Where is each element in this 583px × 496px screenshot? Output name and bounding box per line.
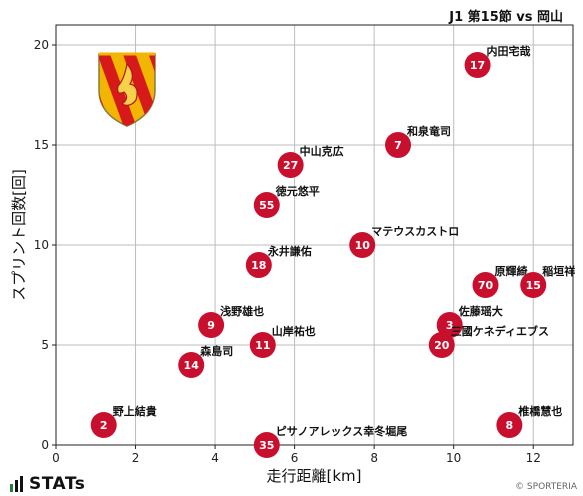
player-number-label: 55 xyxy=(259,199,274,212)
player-marker[interactable] xyxy=(436,312,463,338)
y-tick-label: 0 xyxy=(41,438,49,452)
y-tick-label: 15 xyxy=(34,138,49,152)
x-axis-label: 走行距離[km] xyxy=(266,467,361,485)
player-marker[interactable] xyxy=(428,332,455,358)
player-marker[interactable] xyxy=(178,352,205,378)
player-name-label: 森島司 xyxy=(200,344,233,358)
player-number-label: 20 xyxy=(434,339,450,352)
grid-lines xyxy=(55,25,573,446)
x-tick-label: 10 xyxy=(446,451,461,465)
player-marker[interactable] xyxy=(253,432,280,458)
player-marker[interactable] xyxy=(245,252,272,278)
player-number-label: 17 xyxy=(470,59,485,72)
player-marker[interactable] xyxy=(249,332,276,358)
player-number-label: 14 xyxy=(184,359,200,372)
plot-frame xyxy=(55,24,574,446)
player-number-label: 70 xyxy=(478,279,494,292)
y-axis-label: スプリント回数[回] xyxy=(10,169,28,301)
player-number-label: 10 xyxy=(355,239,371,252)
player-name-label: 三國ケネディエブス xyxy=(451,324,549,338)
x-tick-label: 8 xyxy=(370,451,378,465)
player-number-label: 7 xyxy=(394,139,402,152)
player-name-label: 永井謙佑 xyxy=(267,244,312,258)
player-marker[interactable] xyxy=(90,412,117,438)
copyright-credit: © SPORTERIA xyxy=(515,482,577,492)
player-point[interactable]: 3 佐藤瑶大 xyxy=(436,304,503,338)
x-tick-label: 12 xyxy=(526,451,541,465)
club-emblem-icon xyxy=(98,52,156,127)
player-name-label: 原輝綺 xyxy=(495,264,528,278)
player-name-label: 和泉竜司 xyxy=(407,124,451,138)
player-name-label: 山岸祐也 xyxy=(272,324,316,338)
x-tick-labels: 0 2 4 6 8 10 12 xyxy=(52,445,541,465)
player-marker[interactable] xyxy=(385,132,412,158)
x-tick-label: 4 xyxy=(211,451,219,465)
y-tick-label: 5 xyxy=(41,338,49,352)
player-marker[interactable] xyxy=(253,192,280,218)
y-tick-label: 20 xyxy=(34,38,49,52)
brand-name: STATs xyxy=(29,474,86,494)
player-name-label: 浅野雄也 xyxy=(220,304,264,318)
player-marker[interactable] xyxy=(277,152,304,178)
player-point[interactable]: 9 浅野雄也 xyxy=(198,304,264,338)
player-name-label: 内田宅哉 xyxy=(487,44,531,58)
player-number-label: 2 xyxy=(100,419,108,432)
stats-bars-icon xyxy=(10,476,23,492)
player-name-label: 稲垣祥 xyxy=(542,264,575,278)
player-number-label: 11 xyxy=(255,339,270,352)
player-marker[interactable] xyxy=(198,312,225,338)
x-tick-label: 0 xyxy=(52,451,60,465)
player-number-label: 18 xyxy=(251,259,266,272)
y-tick-labels: 0 5 10 15 20 xyxy=(34,38,56,452)
player-point[interactable]: 7 和泉竜司 xyxy=(385,124,451,158)
player-name-label: 徳元悠平 xyxy=(275,184,320,198)
player-name-label: ピサノアレックス幸冬堀尾 xyxy=(276,424,407,438)
player-marker[interactable] xyxy=(520,272,547,298)
player-name-label: 中山克広 xyxy=(300,144,344,158)
player-number-label: 15 xyxy=(526,279,541,292)
x-tick-label: 6 xyxy=(291,451,299,465)
brand-logo: STATs xyxy=(10,474,85,494)
player-name-label: 椎橋慧也 xyxy=(517,404,562,418)
player-number-label: 3 xyxy=(446,319,454,332)
player-name-label: 佐藤瑶大 xyxy=(458,304,503,318)
player-name-label: マテウスカストロ xyxy=(371,225,459,238)
y-tick-label: 10 xyxy=(34,238,49,252)
player-number-label: 8 xyxy=(506,419,514,432)
player-name-label: 野上結貴 xyxy=(113,404,157,418)
x-tick-label: 2 xyxy=(132,451,140,465)
player-marker[interactable] xyxy=(496,412,523,438)
player-marker[interactable] xyxy=(349,232,376,258)
player-number-label: 9 xyxy=(207,319,215,332)
player-marker[interactable] xyxy=(464,52,491,78)
match-title: J1 第15節 vs 岡山 xyxy=(449,10,563,25)
player-point[interactable]: 2 野上結貴 xyxy=(90,404,157,438)
player-marker[interactable] xyxy=(472,272,499,298)
player-number-label: 35 xyxy=(259,439,274,452)
player-number-label: 27 xyxy=(283,159,298,172)
